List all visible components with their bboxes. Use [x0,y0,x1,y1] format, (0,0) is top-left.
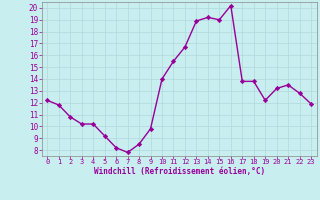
X-axis label: Windchill (Refroidissement éolien,°C): Windchill (Refroidissement éolien,°C) [94,167,265,176]
